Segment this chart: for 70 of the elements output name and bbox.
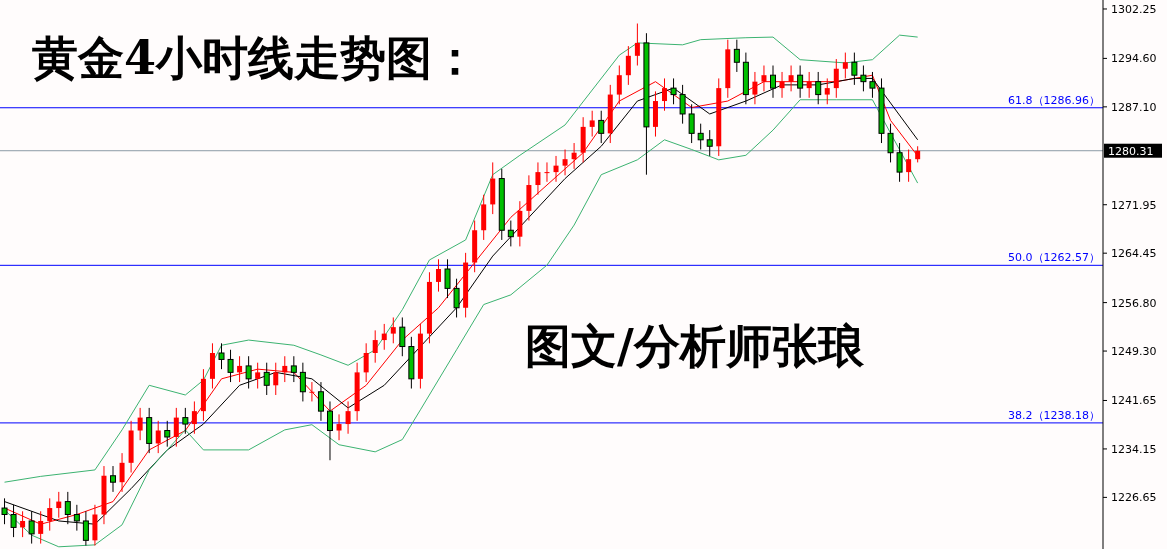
candlestick xyxy=(218,342,225,370)
candlestick xyxy=(56,491,62,519)
candlestick xyxy=(544,161,550,183)
candlestick xyxy=(553,155,559,183)
text: 黄金4小时线走势图： xyxy=(32,31,479,85)
candlestick xyxy=(444,258,451,299)
candlestick xyxy=(327,400,333,461)
candlestick xyxy=(290,355,297,383)
candlestick xyxy=(589,110,595,138)
candlestick xyxy=(317,381,324,422)
candlestick xyxy=(733,39,740,73)
candlestick xyxy=(164,420,171,448)
candlestick xyxy=(155,420,161,454)
candlestick xyxy=(507,220,514,247)
y-tick-label: 1234.15 xyxy=(1111,442,1157,456)
y-tick-label: 1256.80 xyxy=(1111,296,1157,310)
candlestick xyxy=(598,110,605,144)
candlestick xyxy=(896,142,903,183)
candlestick xyxy=(453,278,460,318)
candlestick xyxy=(571,142,577,170)
candlestick xyxy=(227,349,234,383)
candlestick xyxy=(345,400,351,435)
candlestick xyxy=(336,413,342,441)
candlestick xyxy=(842,52,848,79)
line-series xyxy=(4,34,919,483)
ref-line-label: 38.2（1238.18） xyxy=(1008,408,1100,422)
candlestick xyxy=(255,362,261,390)
candlestick xyxy=(245,355,252,390)
candlestick xyxy=(273,362,279,396)
y-tick-label: 1226.65 xyxy=(1111,491,1157,505)
candlestick xyxy=(390,316,396,344)
candlestick xyxy=(119,452,125,493)
y-tick-label: 1294.60 xyxy=(1111,52,1157,66)
candlestick xyxy=(182,407,189,435)
candlestick xyxy=(372,329,378,364)
candlestick xyxy=(381,323,387,351)
candlestick xyxy=(679,84,686,125)
ref-line-label: 50.0（1262.57） xyxy=(1008,251,1100,265)
candlestick xyxy=(697,123,704,150)
candlestick xyxy=(662,77,668,112)
y-tick-label: 1264.45 xyxy=(1111,247,1157,261)
y-tick-label: 1287.10 xyxy=(1111,100,1157,114)
candlestick xyxy=(706,129,713,157)
candlestick xyxy=(137,407,143,441)
candlestick xyxy=(435,258,441,293)
y-tick-label: 1271.95 xyxy=(1111,198,1157,212)
candlestick xyxy=(110,465,117,493)
candlestick xyxy=(363,342,369,383)
candlestick xyxy=(191,400,197,435)
ref-line-label: 61.8（1286.96） xyxy=(1008,93,1100,107)
candlestick xyxy=(309,381,315,402)
candlestick xyxy=(562,148,568,176)
candlestick xyxy=(299,362,306,402)
candlestick xyxy=(824,77,830,105)
candlestick xyxy=(173,407,179,448)
candlestick xyxy=(237,355,243,383)
annotation: 图文/分析师张琅 xyxy=(525,319,865,373)
candlestick xyxy=(906,148,912,183)
y-tick-label: 1249.30 xyxy=(1111,345,1157,359)
candlestick xyxy=(282,355,288,383)
candlestick xyxy=(535,161,541,196)
y-tick-label: 1302.25 xyxy=(1111,2,1157,16)
candlestick xyxy=(887,123,894,163)
ref-line-label: 1280.31 xyxy=(1108,144,1154,158)
candlestick xyxy=(688,103,695,144)
candlestick xyxy=(634,23,640,67)
y-tick-label: 1241.65 xyxy=(1111,394,1157,408)
candlestick xyxy=(625,45,631,86)
candlestick xyxy=(263,362,270,396)
candlestick xyxy=(399,316,406,357)
